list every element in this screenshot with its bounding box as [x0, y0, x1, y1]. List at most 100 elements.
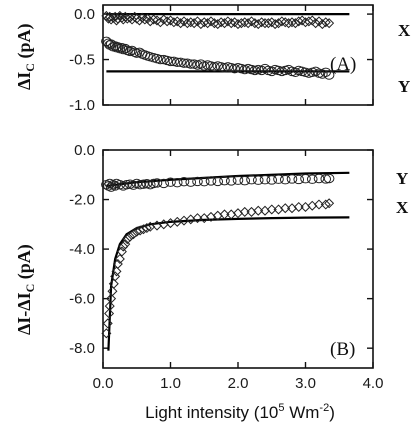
panel-a-point-x	[280, 17, 291, 28]
panel-b-point-x	[104, 301, 115, 312]
panel-b-point-x	[293, 201, 304, 212]
panel-a-point-y	[310, 66, 321, 77]
panel-b-point-y	[171, 178, 183, 188]
panel-b-ytick-label: -2.0	[69, 192, 95, 209]
panel-b-point-y	[266, 175, 278, 185]
panel-a-point-x	[256, 17, 267, 28]
panel-a-point-x	[324, 18, 335, 29]
panel-b-point-y	[300, 174, 311, 184]
panel-a-point-y	[178, 58, 190, 68]
panel-a-point-y	[256, 65, 267, 76]
panel-b-point-x	[253, 205, 264, 216]
panel-b-point-x	[192, 213, 203, 224]
panel-b-point-y	[158, 178, 170, 189]
panel-a-ytick-label: -0.5	[69, 52, 95, 69]
panel-b-point-x	[324, 198, 335, 209]
panel-a-point-y	[185, 59, 197, 69]
panel-b-point-x	[128, 229, 139, 240]
panel-b-point-x	[114, 253, 125, 265]
panel-a-point-y	[104, 40, 116, 50]
panel-a-point-y	[317, 69, 328, 79]
panel-b-point-y	[134, 179, 146, 190]
panel-a-ytick-label: -1.0	[69, 97, 95, 114]
panel-a-point-x	[131, 13, 142, 24]
panel-b-point-y	[178, 177, 190, 187]
panel-b-point-y	[205, 176, 217, 186]
panel-b-point-y	[148, 178, 159, 189]
panel-b-point-x	[280, 203, 291, 214]
panel-a-ylabel: ΔIC (pA)	[14, 24, 37, 90]
panel-b-point-x	[320, 199, 331, 210]
panel-a-point-y	[112, 42, 124, 52]
panel-b-ytick-label: 0.0	[74, 142, 95, 159]
panel-b-point-y	[212, 176, 224, 187]
panel-a-point-x	[310, 18, 321, 29]
panel-a-point-x	[263, 18, 274, 29]
panel-b-point-y	[306, 174, 318, 184]
panel-b-ytick-label: -4.0	[69, 241, 95, 258]
panel-a-point-y	[266, 66, 278, 77]
panel-a-point-x	[290, 18, 301, 29]
panel-b-label-x: X	[396, 198, 409, 217]
panel-b-point-y	[165, 177, 176, 187]
panel-b-point-y	[232, 175, 244, 185]
x-axis-title: Light intensity (105 Wm-2)	[145, 402, 335, 422]
panel-a-point-x	[110, 11, 121, 22]
panel-b-point-y	[225, 176, 237, 186]
panel-a-point-y	[195, 59, 207, 69]
panel-b-point-y	[128, 180, 139, 190]
panel-a-label: (A)	[330, 54, 356, 75]
panel-a-plot: 0.0 -0.5 -1.0	[69, 5, 374, 114]
panel-a-point-y	[129, 47, 141, 57]
panel-b-point-y	[286, 174, 298, 184]
panel-b-point-x	[106, 293, 117, 304]
panel-b-fit-curve-x	[107, 216, 350, 351]
panel-b-point-y	[151, 178, 163, 188]
panel-b-point-x	[122, 234, 133, 245]
panel-b-point-x	[266, 204, 277, 215]
panel-a-point-x	[134, 15, 145, 26]
panel-a-point-x	[243, 18, 254, 29]
panel-a-ytick-label: 0.0	[74, 6, 95, 23]
panel-b-ylabel: ΔI-ΔIC (pA)	[14, 244, 37, 335]
panel-b-point-y	[219, 176, 230, 186]
panel-b-xtick-label: 4.0	[363, 375, 384, 392]
panel-b-point-y	[279, 175, 291, 185]
panel-b-point-y	[293, 174, 305, 185]
panel-b-point-x	[110, 271, 121, 282]
panel-b-point-x	[104, 308, 115, 319]
panel-a-point-y	[259, 63, 271, 74]
panel-b-xtick-label: 2.0	[228, 375, 249, 392]
panel-a-point-x	[168, 17, 179, 28]
panel-b-point-y	[109, 181, 121, 191]
panel-b-point-y	[185, 177, 197, 187]
panel-a-point-y	[171, 57, 183, 67]
panel-a-point-y	[320, 67, 332, 77]
panel-b-point-x	[141, 223, 152, 234]
panel-b-point-x	[124, 231, 136, 242]
panel-a-point-x	[162, 16, 173, 27]
panel-b-point-y	[259, 175, 271, 185]
panel-b-point-y	[273, 174, 284, 184]
panel-a-point-x	[139, 14, 150, 25]
panel-a-point-y	[323, 70, 335, 80]
panel-b-ytick-label: -6.0	[69, 291, 95, 308]
panel-b-point-y	[138, 179, 149, 189]
panel-b-point-x	[108, 278, 119, 289]
panel-a-label-y: Y	[398, 77, 410, 96]
panel-b-xtick-label: 0.0	[93, 375, 114, 392]
panel-a-point-x	[293, 16, 304, 27]
panel-a-point-x	[236, 18, 247, 29]
panel-a-label-x: X	[398, 21, 411, 40]
panel-b-point-y	[239, 176, 251, 186]
panel-a-point-y	[117, 44, 129, 55]
panel-b-point-y	[246, 175, 257, 185]
panel-b-point-y	[320, 174, 332, 184]
panel-a-point-x	[219, 18, 230, 29]
panel-b-point-y	[192, 176, 203, 187]
panel-a-point-x	[175, 18, 186, 29]
panel-b-point-y	[252, 175, 264, 185]
panel-a-point-x	[283, 18, 294, 29]
panel-a-point-x	[303, 16, 314, 27]
